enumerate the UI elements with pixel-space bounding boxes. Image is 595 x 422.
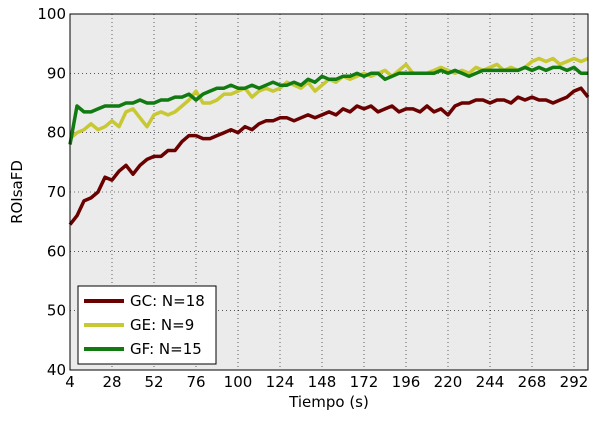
x-tick-label: 76 xyxy=(186,373,205,391)
x-tick-label: 100 xyxy=(224,373,253,391)
y-tick-label: 100 xyxy=(37,5,66,23)
y-tick-label: 40 xyxy=(47,361,66,379)
x-tick-label: 28 xyxy=(102,373,121,391)
x-tick-label: 172 xyxy=(350,373,379,391)
series-line xyxy=(68,65,588,145)
series-line xyxy=(68,86,590,226)
y-tick-label: 80 xyxy=(47,124,66,142)
legend-label: GC: N=18 xyxy=(130,292,205,310)
y-tick-label: 90 xyxy=(47,64,66,82)
legend-label: GF: N=15 xyxy=(130,340,202,358)
x-tick-label: 268 xyxy=(518,373,547,391)
x-tick-label: 244 xyxy=(476,373,505,391)
y-axis-label: ROIsaFD xyxy=(8,160,26,224)
plot-frame xyxy=(69,13,589,371)
x-tick-label: 52 xyxy=(144,373,163,391)
x-tick-label: 4 xyxy=(65,373,75,391)
legend-label: GE: N=9 xyxy=(130,316,194,334)
y-tick-label: 50 xyxy=(47,302,66,320)
x-tick-label: 124 xyxy=(266,373,295,391)
y-tick-label: 70 xyxy=(47,183,66,201)
legend: GC: N=18 GE: N=9 GF: N=15 xyxy=(77,285,217,365)
y-tick-label: 60 xyxy=(47,242,66,260)
x-tick-label: 148 xyxy=(308,373,337,391)
x-tick-label: 196 xyxy=(392,373,421,391)
x-axis-label: Tiempo (s) xyxy=(288,393,369,411)
x-tick-label: 292 xyxy=(560,373,589,391)
x-tick-label: 220 xyxy=(434,373,463,391)
